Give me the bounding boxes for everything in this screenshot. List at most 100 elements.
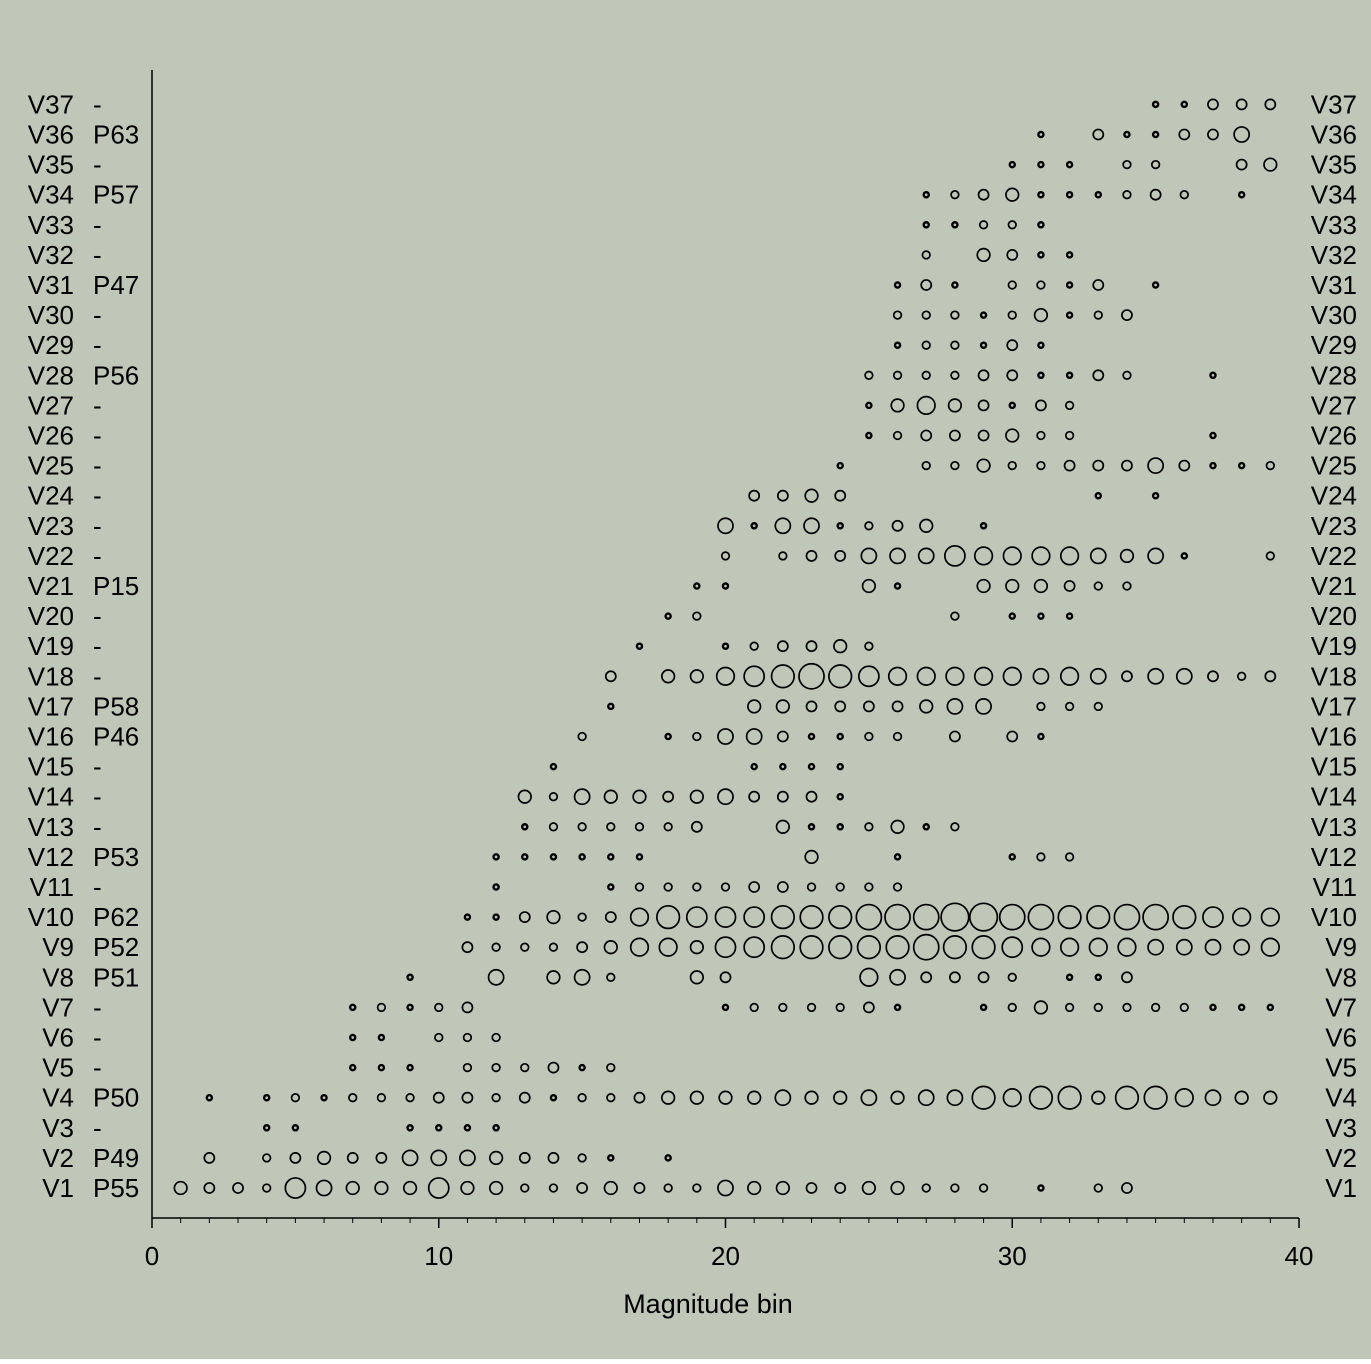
- data-point: [549, 762, 558, 771]
- row-label-right: V31: [1311, 270, 1357, 300]
- data-point: [749, 641, 759, 651]
- data-point: [376, 1093, 387, 1103]
- data-point: [1008, 612, 1017, 620]
- data-point: [1065, 311, 1074, 319]
- data-point: [1037, 190, 1045, 199]
- data-point: [920, 971, 933, 984]
- data-point: [1233, 938, 1251, 956]
- data-point: [804, 849, 819, 865]
- data-point: [805, 790, 818, 803]
- data-point: [1179, 1002, 1189, 1013]
- data-point: [664, 612, 672, 620]
- row-label-pair: P57: [93, 180, 139, 210]
- data-point: [576, 1182, 589, 1194]
- data-point: [577, 822, 587, 832]
- data-point: [998, 903, 1026, 931]
- data-point: [799, 904, 824, 930]
- data-point: [748, 790, 761, 803]
- data-point: [921, 250, 931, 260]
- data-point: [1007, 280, 1017, 290]
- data-point: [460, 1180, 475, 1196]
- data-point: [834, 489, 847, 502]
- data-point: [860, 1089, 878, 1107]
- data-point: [1207, 98, 1219, 111]
- row-label-left: V30: [28, 300, 74, 330]
- data-point: [721, 642, 730, 650]
- data-point: [951, 221, 959, 229]
- data-point: [1059, 546, 1080, 566]
- data-point: [289, 1151, 302, 1164]
- data-point: [1234, 1090, 1249, 1105]
- data-point: [892, 731, 903, 742]
- data-point: [889, 547, 906, 565]
- data-point: [491, 1032, 501, 1043]
- data-point: [1007, 220, 1017, 230]
- row-label-pair: -: [93, 150, 102, 180]
- row-label-right: V30: [1311, 300, 1357, 330]
- data-point: [1028, 1085, 1054, 1110]
- data-point: [320, 1093, 328, 1102]
- data-point: [1236, 671, 1247, 681]
- data-points: [173, 98, 1280, 1199]
- data-point: [1064, 1002, 1075, 1013]
- data-point: [406, 1063, 414, 1072]
- data-point: [578, 1063, 586, 1072]
- row-label-left: V14: [28, 782, 74, 812]
- x-axis-label: Magnitude bin: [623, 1289, 793, 1319]
- data-point: [348, 1063, 357, 1072]
- data-point: [748, 881, 761, 893]
- row-label-left: V32: [28, 240, 74, 270]
- data-point: [860, 547, 878, 565]
- data-point: [834, 1182, 847, 1194]
- data-point: [607, 883, 615, 891]
- data-point: [747, 1090, 762, 1105]
- data-point: [1037, 130, 1045, 139]
- data-point: [836, 823, 844, 831]
- row-label-right: V12: [1311, 842, 1357, 872]
- data-point: [427, 1177, 450, 1199]
- row-label-right: V35: [1311, 150, 1357, 180]
- data-point: [1265, 460, 1275, 471]
- data-point: [947, 398, 963, 413]
- data-point: [577, 912, 587, 922]
- data-point: [912, 933, 940, 961]
- data-point: [1086, 904, 1111, 930]
- data-point: [976, 458, 991, 473]
- row-label-right: V8: [1325, 962, 1357, 992]
- row-label-pair: P51: [93, 962, 139, 992]
- data-point: [950, 822, 960, 832]
- row-label-pair: P53: [93, 842, 139, 872]
- data-point: [836, 792, 844, 801]
- row-label-right: V16: [1311, 722, 1357, 752]
- data-point: [949, 730, 961, 743]
- row-label-left: V15: [28, 752, 74, 782]
- row-label-left: V37: [28, 89, 74, 119]
- data-point: [921, 310, 931, 320]
- row-label-left: V20: [28, 601, 74, 631]
- row-label-right: V36: [1311, 120, 1357, 150]
- data-point: [1121, 971, 1133, 984]
- data-point: [1260, 907, 1280, 927]
- data-point: [607, 853, 615, 861]
- data-point: [778, 551, 788, 561]
- data-point: [578, 853, 586, 861]
- data-point: [798, 662, 825, 690]
- row-label-left: V5: [42, 1053, 74, 1083]
- data-point: [401, 1149, 419, 1167]
- data-point: [606, 1062, 616, 1073]
- data-point: [774, 1089, 792, 1107]
- data-point: [1031, 546, 1051, 566]
- data-point: [1005, 428, 1020, 443]
- data-point: [1151, 491, 1160, 500]
- data-point: [833, 1090, 848, 1105]
- data-point: [577, 1093, 587, 1103]
- data-point: [835, 882, 845, 892]
- row-label-pair: -: [93, 752, 102, 782]
- data-point: [402, 1180, 418, 1196]
- data-point: [1065, 612, 1074, 620]
- data-point: [950, 611, 960, 621]
- data-point: [1008, 401, 1017, 410]
- data-point: [805, 550, 818, 562]
- row-label-left: V3: [42, 1113, 74, 1143]
